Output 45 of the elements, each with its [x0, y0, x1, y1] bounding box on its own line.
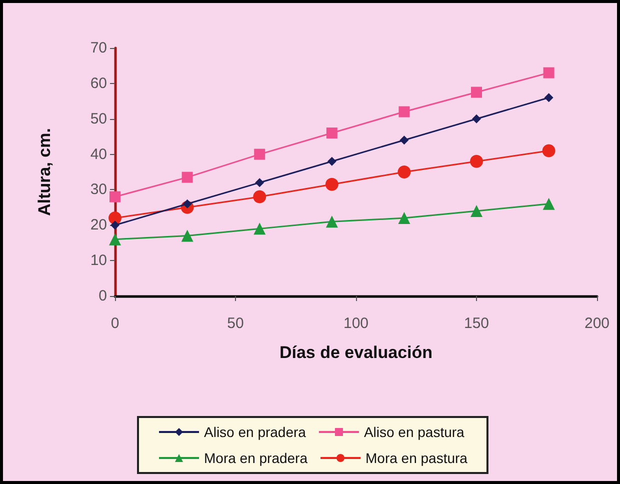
point	[254, 148, 266, 160]
point	[110, 191, 120, 202]
point	[110, 220, 120, 230]
point	[470, 154, 483, 168]
point	[543, 67, 554, 78]
y-tick-label: 50	[90, 110, 107, 128]
y-tick-label: 70	[90, 40, 107, 56]
point	[325, 178, 338, 191]
y-tick-label: 20	[90, 216, 107, 234]
point	[254, 222, 266, 235]
point	[109, 233, 121, 246]
x-tick-label: 200	[584, 315, 610, 332]
point	[327, 156, 336, 166]
y-tick-label: 10	[90, 252, 107, 270]
point	[398, 166, 411, 178]
point	[400, 136, 409, 145]
y-tick-label: 30	[90, 181, 107, 198]
point	[542, 144, 556, 158]
point	[542, 198, 555, 210]
legend-label: Mora en pradera	[204, 450, 308, 466]
point	[471, 86, 482, 98]
point	[470, 204, 482, 217]
point	[544, 93, 554, 102]
point	[326, 128, 338, 139]
point	[398, 212, 410, 224]
point	[108, 212, 122, 225]
y-axis-title: Altura, cm.	[35, 128, 54, 216]
point	[255, 178, 264, 188]
x-tick-label: 150	[464, 315, 490, 332]
legend-label: Mora en pastura	[366, 450, 468, 466]
legend-label: Aliso en pradera	[204, 424, 306, 440]
point	[398, 106, 410, 118]
point	[472, 114, 481, 124]
y-tick-label: 40	[90, 146, 107, 163]
point	[253, 190, 266, 204]
legend-label: Aliso en pastura	[364, 424, 465, 440]
x-tick-label: 50	[227, 315, 244, 332]
x-tick-label: 0	[110, 315, 120, 332]
y-tick-label: 60	[90, 74, 107, 92]
y-tick-label: 0	[98, 288, 107, 304]
point	[326, 216, 338, 228]
point	[181, 230, 194, 242]
point	[182, 172, 193, 183]
x-axis-title: Días de evaluación	[279, 343, 433, 362]
x-tick-label: 100	[343, 315, 369, 332]
